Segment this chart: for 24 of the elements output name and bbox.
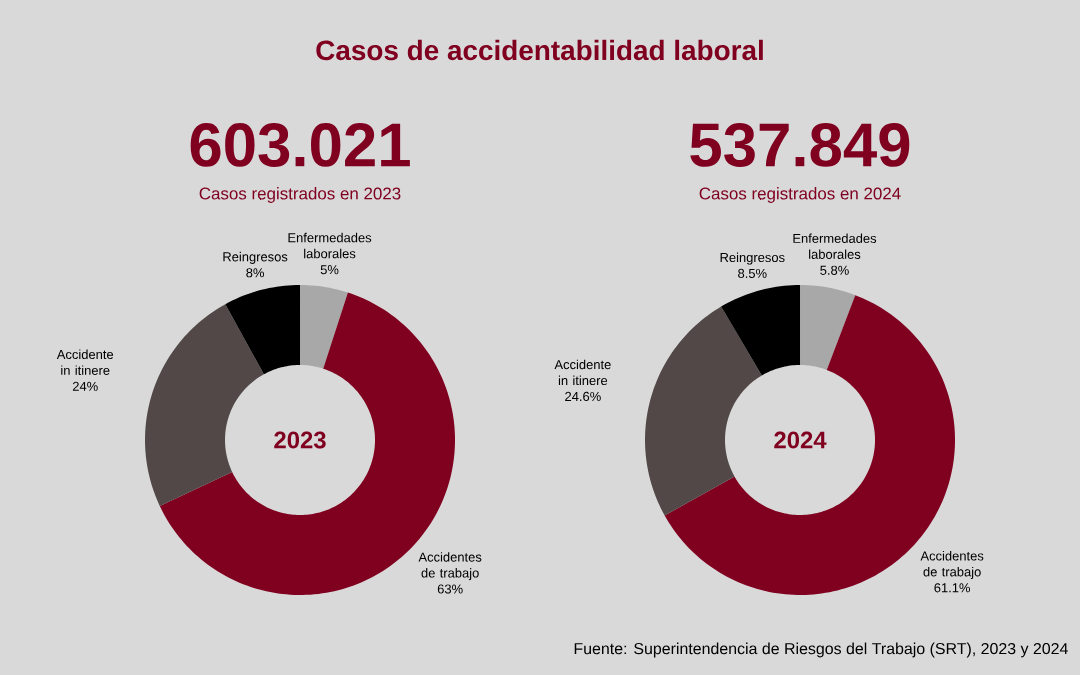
text: 2023: [274, 431, 326, 449]
text: Casos registrados en 2024: [699, 187, 901, 203]
text: 603.021: [190, 123, 410, 167]
slice-label: Reingresos: [223, 251, 288, 264]
data-label: 5.8%: [820, 265, 849, 275]
text: 537.849: [690, 123, 910, 167]
data-label: 61.1%: [934, 583, 971, 593]
source-note: Fuente: Superintendencia de Riesgos del Trabajo (SRT), 2023 y 2024: [574, 642, 1068, 658]
data-label: 24%: [72, 381, 98, 391]
data-label: 63%: [437, 584, 463, 594]
data-label: 8%: [246, 268, 264, 278]
data-label: 24.6%: [565, 391, 601, 402]
slice-label: Accidente in itinere: [56, 349, 114, 375]
slice-label: Enfermedades laborales: [793, 233, 877, 259]
data-label: 8.5%: [738, 268, 767, 278]
slice-label: Enfermedades laborales: [288, 232, 372, 259]
data-label: 5%: [320, 265, 339, 275]
text: Casos registrados en 2023: [199, 187, 401, 203]
text: Casos de accidentabilidad laboral: [316, 39, 763, 61]
slice-label: Reingresos: [720, 252, 785, 265]
slice-label: Accidentes de trabajo: [920, 550, 984, 580]
slice-label: Accidentes de trabajo: [418, 552, 482, 581]
slice-label: Accidente in itinere: [554, 359, 611, 386]
text: 2024: [774, 431, 827, 449]
